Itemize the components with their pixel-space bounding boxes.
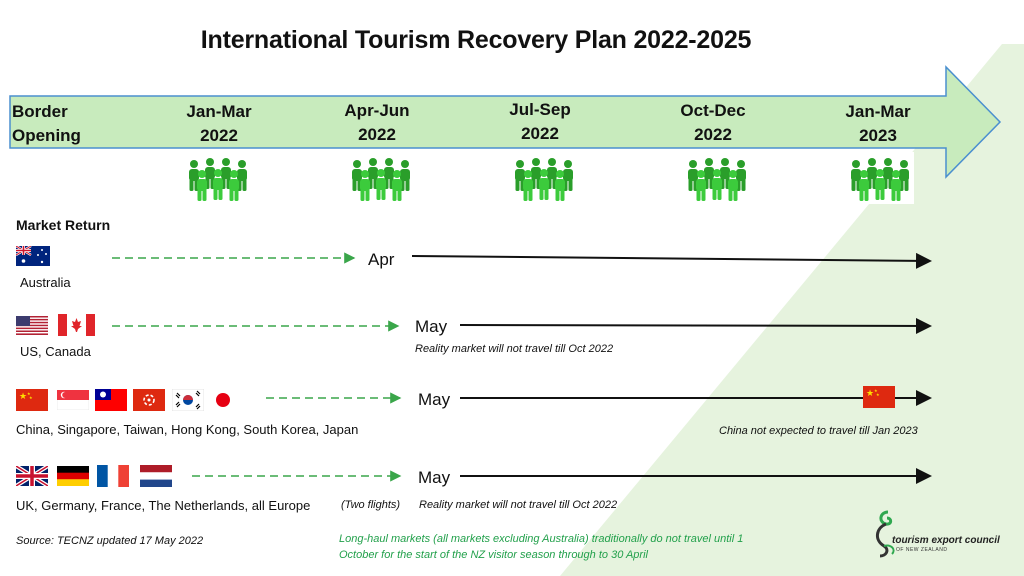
market-label-europe: UK, Germany, France, The Netherlands, al… bbox=[16, 498, 311, 513]
hong-kong-flag bbox=[133, 389, 165, 411]
month-us-canada: May bbox=[415, 317, 448, 336]
svg-text:★: ★ bbox=[876, 392, 880, 397]
australia-flag bbox=[16, 246, 50, 266]
market-label-asia: China, Singapore, Taiwan, Hong Kong, Sou… bbox=[16, 422, 359, 437]
market-label-australia: Australia bbox=[20, 275, 71, 290]
note-europe: Reality market will not travel till Oct … bbox=[419, 499, 618, 511]
long-haul-note: Long-haul markets (all markets excluding… bbox=[339, 533, 744, 561]
canada-flag bbox=[58, 314, 95, 336]
svg-text:★: ★ bbox=[27, 391, 31, 396]
singapore-flag bbox=[57, 390, 89, 410]
us-canada-arrow-line bbox=[459, 317, 932, 334]
source-note: Source: TECNZ updated 17 May 2022 bbox=[16, 535, 204, 547]
south-korea-flag bbox=[172, 389, 204, 411]
australia-arrow-line bbox=[411, 252, 932, 269]
japan-flag bbox=[210, 389, 236, 411]
section-title: Market Return bbox=[16, 217, 111, 233]
svg-text:★: ★ bbox=[29, 395, 33, 400]
period-jan-mar-2023: Jan-Mar 2023 bbox=[845, 102, 911, 145]
svg-text:★: ★ bbox=[19, 392, 27, 402]
month-europe: May bbox=[418, 468, 451, 487]
netherlands-flag bbox=[140, 465, 172, 487]
timeline-arrow bbox=[9, 65, 1002, 179]
us-flag bbox=[16, 316, 48, 335]
france-flag bbox=[97, 465, 129, 487]
logo-subtext: OF NEW ZEALAND bbox=[896, 547, 948, 553]
note-asia: China not expected to travel till Jan 20… bbox=[719, 425, 918, 437]
page-title: International Tourism Recovery Plan 2022… bbox=[200, 26, 752, 54]
germany-flag bbox=[57, 466, 89, 486]
note-two-flights: (Two flights) bbox=[341, 499, 401, 511]
period-jan-mar-2022: Jan-Mar 2022 bbox=[186, 102, 252, 145]
note-us-canada: Reality market will not travel till Oct … bbox=[415, 343, 614, 355]
period-apr-jun-2022: Apr-Jun 2022 bbox=[344, 101, 410, 144]
logo-text: tourism export council bbox=[892, 535, 1000, 546]
china-flag: ★ ★ ★ bbox=[16, 389, 48, 411]
month-australia: Apr bbox=[368, 250, 395, 269]
tourism-export-council-logo: tourism export council OF NEW ZEALAND bbox=[866, 508, 1000, 560]
svg-text:★: ★ bbox=[866, 389, 874, 399]
svg-text:★: ★ bbox=[874, 388, 878, 393]
uk-flag bbox=[16, 466, 48, 486]
taiwan-flag bbox=[95, 389, 127, 411]
month-asia: May bbox=[418, 390, 451, 409]
border-opening-label: Border Opening bbox=[12, 102, 81, 145]
market-label-us-canada: US, Canada bbox=[20, 344, 91, 359]
period-oct-dec-2022: Oct-Dec 2022 bbox=[680, 101, 746, 144]
period-jul-sep-2022: Jul-Sep 2022 bbox=[509, 100, 571, 143]
people-group-icon bbox=[846, 152, 914, 204]
china-flag: ★ ★ ★ bbox=[863, 386, 895, 408]
koru-icon bbox=[876, 510, 895, 558]
